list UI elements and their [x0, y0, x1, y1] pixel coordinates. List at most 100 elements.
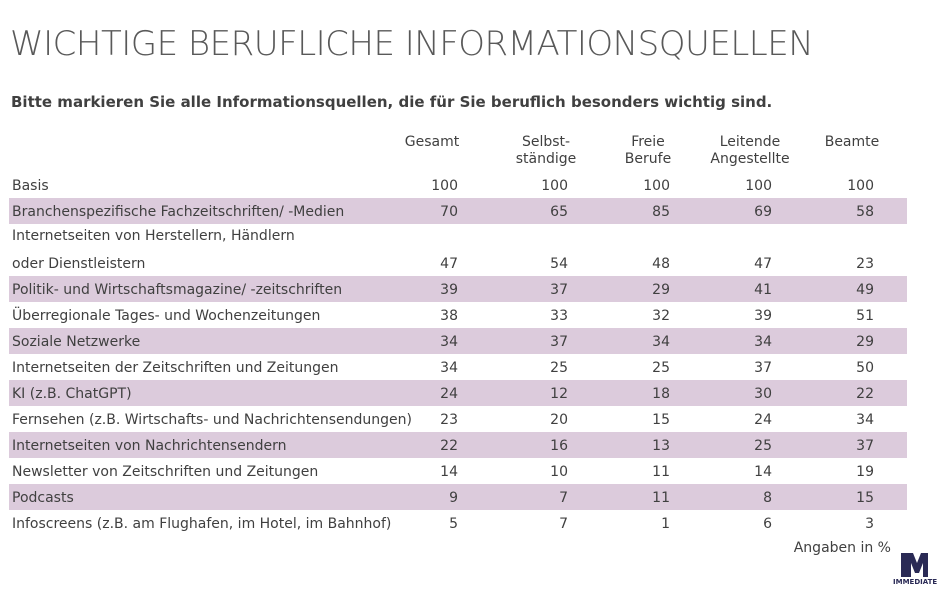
table-cell-value: 15: [856, 490, 874, 506]
row-label-line1: Internetseiten von Herstellern, Händlern: [12, 228, 295, 244]
table-cell-value: 70: [440, 204, 458, 220]
table-cell-value: 100: [643, 178, 670, 194]
table-row: Internetseiten der Zeitschriften und Zei…: [9, 354, 907, 380]
page-title: WICHTIGE BERUFLICHE INFORMATIONSQUELLEN: [10, 24, 814, 64]
table-row: Internetseiten von Herstellern, Händlern…: [9, 228, 907, 276]
logo-mark-icon: [901, 553, 928, 577]
table-cell-value: 34: [440, 360, 458, 376]
table-row: Überregionale Tages- und Wochenzeitungen…: [9, 302, 907, 328]
row-label: Podcasts: [12, 490, 74, 506]
table-cell-value: 11: [652, 490, 670, 506]
table-cell-value: 3: [865, 516, 874, 532]
table-cell-value: 65: [550, 204, 568, 220]
row-label: Internetseiten der Zeitschriften und Zei…: [12, 360, 339, 376]
table-cell-value: 25: [550, 360, 568, 376]
table-cell-value: 38: [440, 308, 458, 324]
logo-wordmark: IMMEDIATE: [893, 578, 938, 586]
table-cell-value: 34: [754, 334, 772, 350]
table-cell-value: 12: [550, 386, 568, 402]
table-cell-value: 20: [550, 412, 568, 428]
table-cell-value: 47: [754, 256, 772, 272]
table-row: Fernsehen (z.B. Wirtschafts- und Nachric…: [9, 406, 907, 432]
row-label: Überregionale Tages- und Wochenzeitungen: [12, 308, 321, 324]
table-cell-value: 41: [754, 282, 772, 298]
table-cell-value: 1: [661, 516, 670, 532]
table-cell-value: 100: [431, 178, 458, 194]
table-row: Soziale Netzwerke 34 37 34 34 29: [9, 328, 907, 354]
table-cell-value: 19: [856, 464, 874, 480]
table-cell-value: 25: [652, 360, 670, 376]
table-cell-value: 34: [652, 334, 670, 350]
column-header: Gesamt: [404, 134, 460, 150]
table-cell-value: 50: [856, 360, 874, 376]
column-header: Beamte: [824, 134, 880, 150]
row-label: Newsletter von Zeitschriften und Zeitung…: [12, 464, 319, 480]
table-cell-value: 54: [550, 256, 568, 272]
table-cell-value: 23: [440, 412, 458, 428]
table-cell-value: 14: [754, 464, 772, 480]
row-label: Fernsehen (z.B. Wirtschafts- und Nachric…: [12, 412, 412, 428]
table-cell-value: 69: [754, 204, 772, 220]
column-header: Selbst- ständige: [515, 134, 577, 167]
row-label: Infoscreens (z.B. am Flughafen, im Hotel…: [12, 516, 392, 532]
table-cell-value: 37: [550, 334, 568, 350]
table-cell-value: 58: [856, 204, 874, 220]
table-cell-value: 16: [550, 438, 568, 454]
table-cell-value: 34: [440, 334, 458, 350]
column-header: Leitende Angestellte: [710, 134, 790, 167]
table-cell-value: 100: [847, 178, 874, 194]
table-cell-value: 39: [440, 282, 458, 298]
table-cell-value: 32: [652, 308, 670, 324]
table-cell-value: 39: [754, 308, 772, 324]
row-label: Branchenspezifische Fachzeitschriften/ -…: [12, 204, 345, 220]
table-row: Basis 100 100 100 100 100: [9, 172, 907, 198]
table-cell-value: 23: [856, 256, 874, 272]
table-cell-value: 100: [541, 178, 568, 194]
units-footnote: Angaben in %: [793, 540, 891, 556]
row-label: Internetseiten von Nachrichtensendern: [12, 438, 287, 454]
table-cell-value: 33: [550, 308, 568, 324]
table-cell-value: 48: [652, 256, 670, 272]
table-cell-value: 24: [440, 386, 458, 402]
table-cell-value: 7: [559, 516, 568, 532]
question-subtitle: Bitte markieren Sie alle Informationsque…: [11, 93, 773, 111]
table-cell-value: 49: [856, 282, 874, 298]
table-cell-value: 7: [559, 490, 568, 506]
row-label: oder Dienstleistern: [12, 256, 146, 272]
table-cell-value: 25: [754, 438, 772, 454]
table-cell-value: 14: [440, 464, 458, 480]
table-cell-value: 11: [652, 464, 670, 480]
table-cell-value: 13: [652, 438, 670, 454]
table-cell-value: 5: [449, 516, 458, 532]
table-cell-value: 22: [440, 438, 458, 454]
table-row: KI (z.B. ChatGPT) 24 12 18 30 22: [9, 380, 907, 406]
table-cell-value: 22: [856, 386, 874, 402]
table-cell-value: 10: [550, 464, 568, 480]
table-cell-value: 37: [754, 360, 772, 376]
immediate-logo: IMMEDIATE: [893, 549, 937, 589]
table-row: Newsletter von Zeitschriften und Zeitung…: [9, 458, 907, 484]
row-label: KI (z.B. ChatGPT): [12, 386, 132, 402]
table-cell-value: 100: [745, 178, 772, 194]
table-row: Infoscreens (z.B. am Flughafen, im Hotel…: [9, 510, 907, 536]
table-cell-value: 18: [652, 386, 670, 402]
table-row: Podcasts 9 7 11 8 15: [9, 484, 907, 510]
row-label: Soziale Netzwerke: [12, 334, 141, 350]
table-cell-value: 15: [652, 412, 670, 428]
table-row: Branchenspezifische Fachzeitschriften/ -…: [9, 198, 907, 224]
column-header: Freie Berufe: [624, 134, 672, 167]
table-cell-value: 47: [440, 256, 458, 272]
table-cell-value: 9: [449, 490, 458, 506]
table-cell-value: 37: [550, 282, 568, 298]
row-label: Politik- und Wirtschaftsmagazine/ -zeits…: [12, 282, 343, 298]
table-cell-value: 30: [754, 386, 772, 402]
table-cell-value: 8: [763, 490, 772, 506]
table-cell-value: 29: [856, 334, 874, 350]
table-cell-value: 85: [652, 204, 670, 220]
table-cell-value: 6: [763, 516, 772, 532]
table-cell-value: 37: [856, 438, 874, 454]
table-cell-value: 51: [856, 308, 874, 324]
row-label: Basis: [12, 178, 49, 194]
table-cell-value: 34: [856, 412, 874, 428]
table-cell-value: 24: [754, 412, 772, 428]
